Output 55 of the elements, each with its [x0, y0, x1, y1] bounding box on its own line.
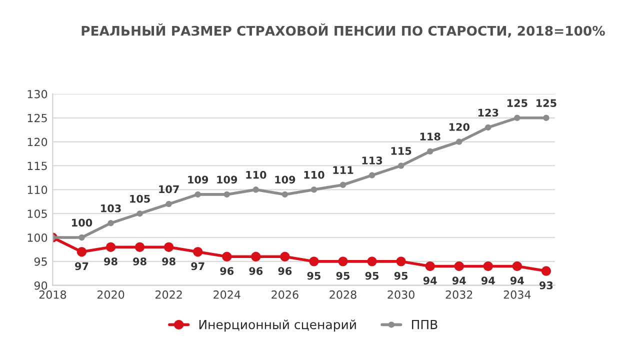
y-tick-label: 115 [28, 162, 47, 170]
x-tick-label: 2018 [39, 290, 66, 299]
data-label: 107 [159, 185, 179, 194]
data-label: 109 [275, 176, 296, 184]
data-label: 110 [246, 170, 266, 179]
y-tick-label: 125 [28, 114, 47, 122]
y-tick-label: 130 [28, 90, 48, 98]
data-label: 125 [507, 99, 528, 108]
x-tick-label: 2020 [97, 290, 124, 299]
data-label: 100 [72, 218, 92, 227]
legend-label: Инерционный сценарий [199, 320, 356, 332]
x-tick-label: 2028 [330, 290, 356, 299]
data-label: 95 [336, 272, 350, 280]
x-tick-label: 2022 [155, 290, 182, 299]
y-tick-label: 105 [28, 210, 47, 218]
data-label: 94 [481, 276, 495, 285]
data-label: 113 [362, 156, 382, 164]
data-label: 94 [423, 276, 437, 285]
x-tick-label: 2024 [214, 290, 240, 299]
data-label: 96 [278, 267, 292, 275]
data-label: 95 [394, 272, 408, 280]
data-label: 96 [249, 267, 263, 275]
data-label: 105 [130, 194, 150, 203]
data-label: 98 [162, 258, 176, 266]
data-label: 103 [101, 204, 121, 212]
data-label: 94 [510, 276, 524, 285]
data-label: 123 [478, 108, 498, 117]
data-label: 110 [304, 170, 324, 179]
y-tick-label: 95 [34, 257, 47, 266]
data-label: 93 [539, 281, 553, 290]
data-label: 109 [217, 176, 238, 184]
data-label: 98 [104, 258, 118, 266]
data-label: 111 [333, 166, 354, 174]
data-label: 97 [75, 262, 88, 270]
x-tick-label: 2032 [446, 290, 472, 299]
data-label: 109 [188, 176, 208, 184]
data-label: 95 [307, 272, 320, 280]
data-label: 125 [536, 99, 556, 108]
x-tick-label: 2030 [388, 290, 414, 299]
y-tick-label: 100 [28, 233, 48, 242]
x-tick-label: 2026 [272, 290, 298, 299]
y-tick-label: 110 [28, 186, 48, 194]
y-tick-label: 120 [28, 138, 48, 146]
data-label: 120 [449, 123, 470, 131]
x-tick-label: 2034 [504, 290, 531, 299]
chart-title: РЕАЛЬНЫЙ РАЗМЕР СТРАХОВОЙ ПЕНСИИ ПО СТАРОСТИ, 2018=100% [82, 23, 605, 38]
y-tick-label: 90 [34, 281, 48, 290]
data-label: 97 [191, 262, 204, 270]
data-label: 118 [420, 132, 440, 141]
legend-label: ППВ [412, 320, 438, 330]
data-label: 98 [133, 258, 146, 266]
data-label: 96 [220, 267, 234, 275]
data-label: 115 [391, 147, 412, 155]
data-label: 94 [452, 276, 466, 285]
data-label: 95 [365, 272, 379, 280]
